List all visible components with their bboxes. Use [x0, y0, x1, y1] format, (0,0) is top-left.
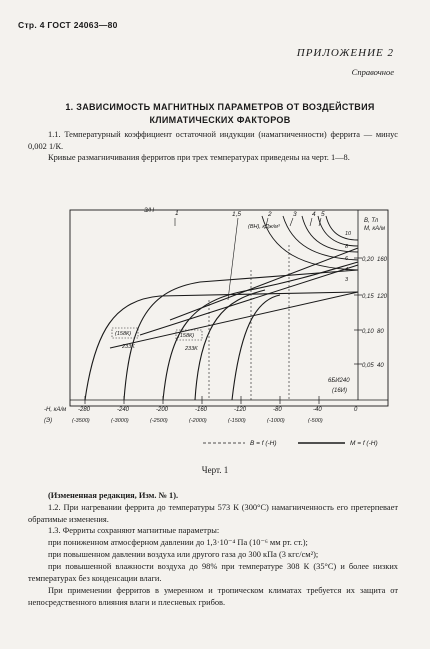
energy-curve-2	[282, 215, 359, 261]
appendix-title: ПРИЛОЖЕНИЕ 2	[296, 47, 394, 59]
x-tick-labels: -280 -240 -200 -160 -120 -80 -40 0	[78, 407, 358, 413]
chart-frame	[69, 209, 389, 407]
x-tick-oe-2500: (-2500)	[150, 418, 168, 424]
material-label-2: (16И)	[332, 388, 347, 394]
paragraph-1-1b-text: Кривые размагничивания ферритов при трех…	[48, 153, 350, 162]
label-curve-4: 4	[312, 211, 316, 218]
x-axis-units: (Э)	[44, 418, 52, 424]
temp-label-3: (158К)	[178, 333, 194, 339]
b-line-2	[139, 264, 359, 336]
x-tick-200: -200	[156, 407, 169, 413]
amend-note-text: (Измененная редакция, Изм. № 1).	[48, 491, 179, 500]
paragraph-1-3: 1.3. Ферриты сохраняют магнитные парамет…	[28, 525, 398, 537]
x-tick-oe-500: (-500)	[308, 418, 323, 424]
m-curve-5	[231, 294, 281, 401]
m-curve-2	[123, 269, 359, 401]
b-line-1	[109, 291, 359, 349]
bh-label: (BH), кДж/м³	[248, 224, 280, 230]
label-curve-2: 2	[267, 211, 272, 218]
x-tick-oe-2000: (-2000)	[189, 418, 207, 424]
energy-curve-4	[317, 215, 359, 247]
appendix-subtitle: Справочное	[351, 67, 394, 77]
list-item-3-text: при повышенной влажности воздуха до 98% …	[28, 562, 398, 583]
y-tick-b-010: 0,10	[362, 329, 374, 335]
x-tick-oe-3500: (-3500)	[72, 418, 90, 424]
x-tick-240: -240	[117, 407, 130, 413]
energy-level-6: 6	[345, 256, 349, 262]
label-curve-15: 1,5	[232, 211, 241, 218]
x-tick-oe-labels: (-3500) (-3000) (-2500) (-2000) (-1500) …	[72, 418, 323, 424]
list-item-1-text: при пониженном атмосферном давлении до 1…	[48, 538, 308, 547]
y-tick-m-120: 120	[377, 294, 388, 300]
energy-level-10: 10	[345, 231, 352, 237]
list-item-2-text: при повышенном давлении воздуха или друг…	[48, 550, 319, 559]
label-3h: 3/H	[144, 207, 154, 214]
temp-box-2	[175, 329, 203, 341]
energy-level-3: 3	[345, 277, 349, 283]
b-line-3	[169, 247, 359, 321]
m-curves	[84, 261, 359, 401]
x-tick-0: 0	[354, 407, 358, 413]
energy-level-4: 4	[345, 267, 348, 273]
figure-caption: Черт. 1	[201, 465, 229, 475]
section-title: 1. ЗАВИСИМОСТЬ МАГНИТНЫХ ПАРАМЕТРОВ ОТ В…	[65, 102, 375, 125]
x-tick-40: -40	[313, 407, 322, 413]
x-axis-title: -H, кА/м	[44, 407, 66, 413]
temp-box-1	[111, 327, 139, 339]
temp-label-2: 233K	[121, 344, 135, 350]
paragraph-1-2-text: 1.2. При нагревании феррита до температу…	[28, 503, 398, 524]
paragraph-1-1b: Кривые размагничивания ферритов при трех…	[28, 152, 398, 164]
paragraph-1-1-text: 1.1. Температурный коэффициент остаточно…	[28, 130, 398, 151]
y-tick-b-015: 0,15	[362, 294, 374, 300]
paragraph-1-1: 1.1. Температурный коэффициент остаточно…	[28, 129, 398, 152]
y-tick-m-40: 40	[377, 363, 384, 369]
y-ticks	[354, 257, 362, 365]
legend-b-label: B = f (-H)	[250, 440, 277, 447]
m-curve-3	[162, 261, 359, 401]
x-tick-280: -280	[78, 407, 91, 413]
curve-pointers	[174, 217, 322, 301]
x-tick-80: -80	[273, 407, 282, 413]
paragraph-last: При применении ферритов в умеренном и тр…	[28, 585, 398, 608]
y-tick-b-020: 0,20	[362, 257, 374, 263]
dashed-gridlines	[208, 245, 290, 400]
energy-level-8: 8	[345, 244, 349, 250]
amend-note: (Измененная редакция, Изм. № 1).	[28, 490, 398, 502]
x-tick-160: -160	[195, 407, 208, 413]
label-curve-1: 1	[175, 210, 179, 217]
y-tick-m-160: 160	[377, 257, 388, 263]
temp-label-4: 233K	[184, 346, 198, 352]
paragraph-last-text: При применении ферритов в умеренном и тр…	[28, 586, 398, 607]
energy-curve-5	[325, 215, 359, 241]
material-label: 6БИ240	[328, 378, 350, 384]
right-axis-b: B, Тл	[364, 218, 379, 224]
label-curve-5: 5	[321, 211, 325, 218]
energy-curve-3	[301, 215, 359, 253]
energy-curve-1	[261, 215, 359, 271]
m-curve-4	[194, 289, 266, 401]
x-tick-120: -120	[234, 407, 247, 413]
paragraph-1-2: 1.2. При нагревании феррита до температу…	[28, 502, 398, 525]
m-curve-1	[84, 291, 359, 401]
list-item-3: при повышенной влажности воздуха до 98% …	[28, 561, 398, 584]
label-curve-3: 3	[293, 211, 297, 218]
legend-m-label: M = f (-H)	[350, 440, 378, 447]
energy-hyperbolas	[261, 215, 359, 271]
temp-label-1: (158К)	[115, 331, 131, 337]
x-tick-oe-1000: (-1000)	[267, 418, 285, 424]
x-tick-oe-3000: (-3000)	[111, 418, 129, 424]
list-item-2: при повышенном давлении воздуха или друг…	[28, 549, 398, 561]
page-header: Стр. 4 ГОСТ 24063—80	[18, 20, 118, 30]
paragraph-1-3-text: 1.3. Ферриты сохраняют магнитные парамет…	[48, 526, 220, 535]
y-tick-m-80: 80	[377, 329, 384, 335]
list-item-1: при пониженном атмосферном давлении до 1…	[28, 537, 398, 549]
right-axis-m: M, кА/м	[364, 226, 385, 232]
y-tick-b-005: 0,05	[362, 363, 374, 369]
x-tick-oe-1500: (-1500)	[228, 418, 246, 424]
